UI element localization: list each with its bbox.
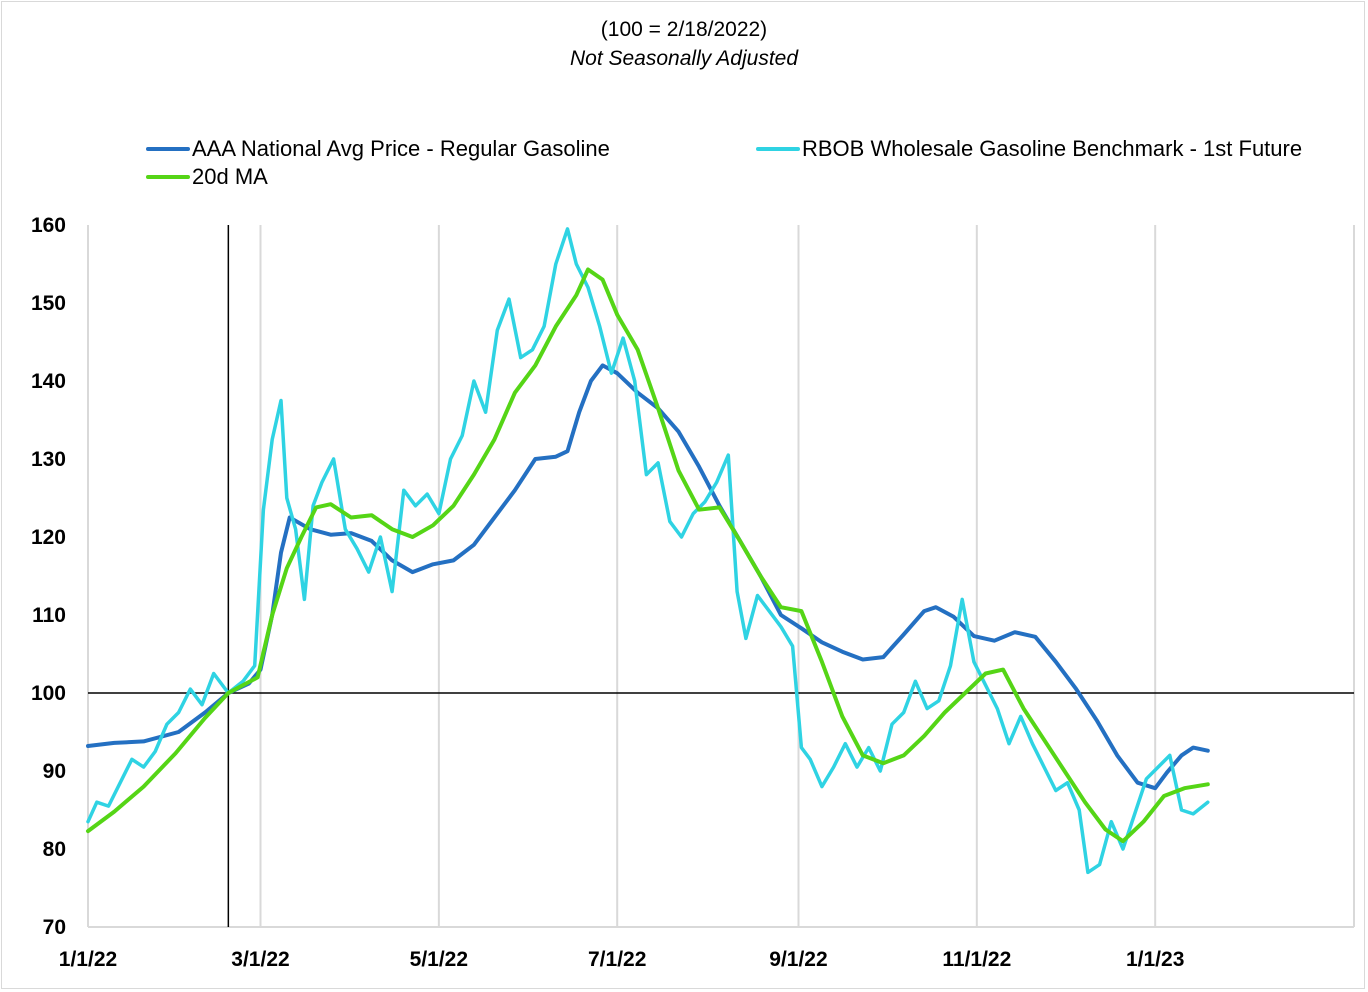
y-tick-label: 150: [31, 292, 66, 315]
series-line-ma: [86, 267, 1210, 844]
x-tick-label: 5/1/22: [410, 948, 468, 971]
legend-item-aaa: AAA National Avg Price - Regular Gasolin…: [146, 136, 610, 162]
series-line-aaa: [86, 363, 1210, 791]
legend-item-rbob: RBOB Wholesale Gasoline Benchmark - 1st …: [756, 136, 1302, 162]
x-tick-label: 11/1/22: [942, 948, 1011, 971]
chart-subtitle: Not Seasonally Adjusted: [569, 47, 799, 70]
y-tick-label: 80: [43, 838, 66, 861]
legend-swatch-ma: [146, 175, 190, 179]
y-tick-label: 100: [31, 682, 66, 705]
x-tick-label: 1/1/22: [59, 948, 117, 971]
x-tick-label: 3/1/22: [231, 948, 289, 971]
y-tick-label: 140: [31, 370, 66, 393]
legend-label-aaa: AAA National Avg Price - Regular Gasolin…: [192, 136, 610, 161]
legend-swatch-aaa: [146, 147, 190, 151]
legend-swatch-rbob: [756, 147, 800, 151]
y-tick-label: 120: [31, 526, 66, 549]
legend-label-ma: 20d MA: [192, 164, 268, 189]
x-tick-label: 1/1/23: [1126, 948, 1184, 971]
y-tick-label: 130: [31, 448, 66, 471]
legend-item-ma: 20d MA: [146, 164, 268, 190]
legend-label-rbob: RBOB Wholesale Gasoline Benchmark - 1st …: [802, 136, 1303, 161]
x-tick-label: 9/1/22: [769, 948, 827, 971]
series-line-rbob: [86, 227, 1210, 875]
y-tick-label: 160: [31, 214, 66, 237]
y-tick-label: 90: [43, 760, 66, 783]
chart-title: (100 = 2/18/2022): [600, 18, 768, 41]
y-tick-label: 70: [43, 916, 66, 939]
x-tick-label: 7/1/22: [588, 948, 646, 971]
y-tick-label: 110: [32, 604, 66, 627]
